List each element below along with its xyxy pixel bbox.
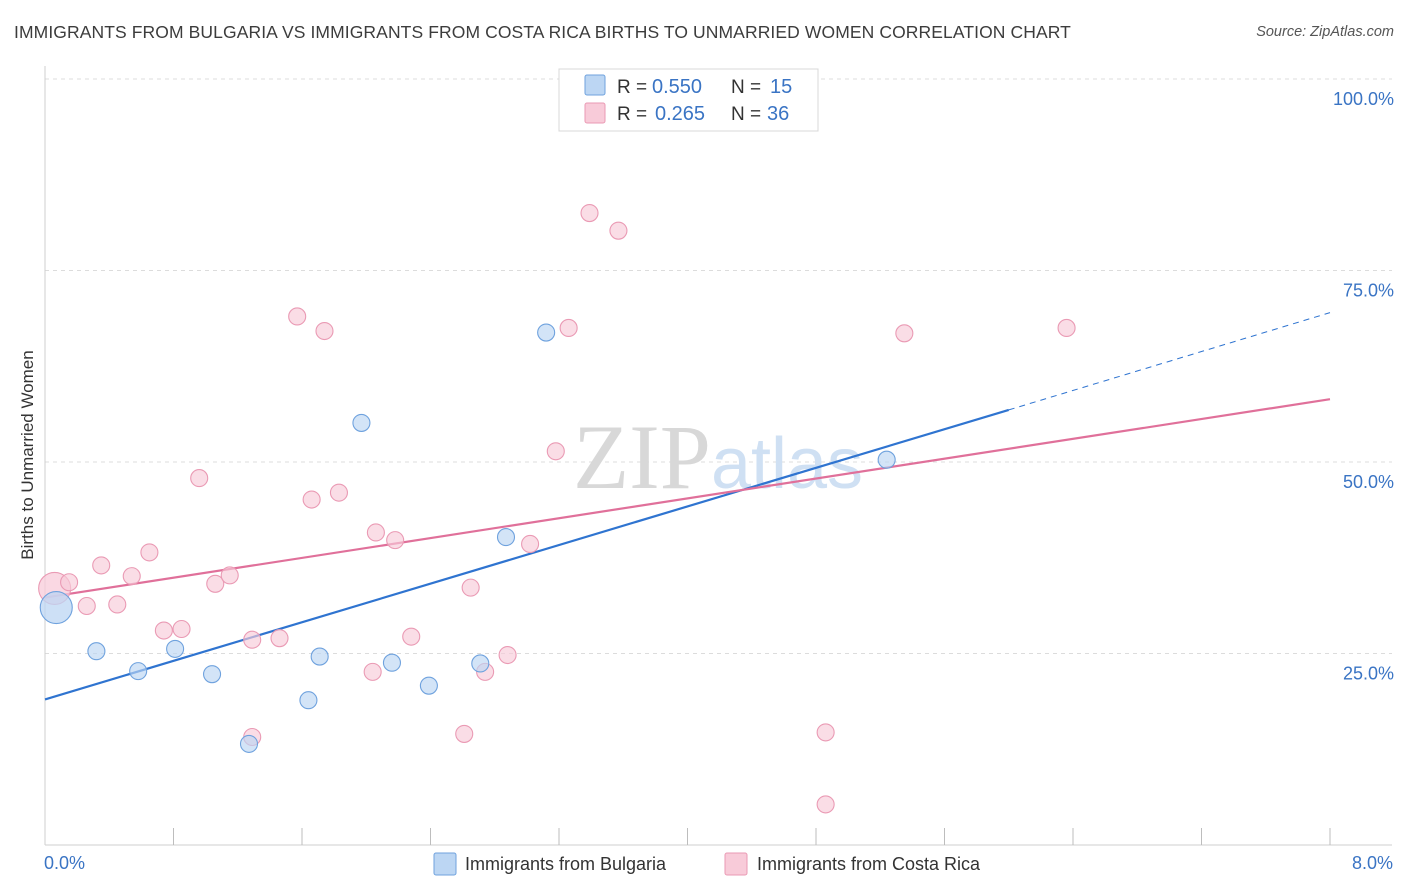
point-bulgaria-6 <box>299 691 318 710</box>
legend-swatch-bulgaria <box>433 852 457 876</box>
stats-n-value-costa-rica: 36 <box>767 103 789 125</box>
point-costa-rica-24 <box>461 578 480 597</box>
point-bulgaria-9 <box>382 653 402 672</box>
stats-r-label-costa-rica: R = <box>617 104 647 125</box>
point-costa-rica-30 <box>580 204 599 223</box>
stats-r-value-bulgaria: 0.550 <box>652 76 702 98</box>
point-costa-rica-13 <box>243 630 262 649</box>
point-costa-rica-15 <box>288 307 307 326</box>
point-costa-rica-29 <box>559 318 578 338</box>
point-costa-rica-17 <box>315 321 334 341</box>
x-tick-labels: 0.0% 8.0% <box>44 853 1393 873</box>
y-tick-label-1: 50.0% <box>1343 472 1394 492</box>
point-bulgaria-13 <box>537 323 556 342</box>
point-costa-rica-10 <box>206 574 225 593</box>
point-costa-rica-1 <box>60 573 79 592</box>
legend: Immigrants from Bulgaria Immigrants from… <box>433 852 981 876</box>
point-costa-rica-20 <box>366 523 385 542</box>
chart-title: IMMIGRANTS FROM BULGARIA VS IMMIGRANTS F… <box>14 22 1071 42</box>
point-bulgaria-3 <box>166 639 185 658</box>
point-costa-rica-14 <box>270 629 289 648</box>
source-credit: Source: ZipAtlas.com <box>1256 24 1394 40</box>
axes <box>44 66 1392 846</box>
y-tick-label-0: 25.0% <box>1343 664 1394 684</box>
stats-swatch-bulgaria <box>584 74 606 96</box>
point-bulgaria-4 <box>203 665 222 684</box>
trend-line-1 <box>44 398 1331 599</box>
x-tick-label-min: 0.0% <box>44 853 85 873</box>
point-bulgaria-0 <box>39 590 73 625</box>
point-bulgaria-1 <box>87 642 106 661</box>
point-bulgaria-10 <box>419 676 438 695</box>
point-costa-rica-11 <box>220 566 239 585</box>
point-costa-rica-23 <box>455 724 474 743</box>
y-tick-labels: 25.0% 50.0% 75.0% 100.0% <box>1333 89 1394 684</box>
point-bulgaria-11 <box>471 654 490 673</box>
point-costa-rica-16 <box>302 490 321 509</box>
y-tick-label-2: 75.0% <box>1343 281 1394 301</box>
trend-line-extension-0 <box>1008 312 1331 411</box>
legend-label-bulgaria: Immigrants from Bulgaria <box>465 854 667 874</box>
trend-lines <box>44 312 1331 701</box>
point-costa-rica-27 <box>521 534 540 554</box>
y-tick-label-3: 100.0% <box>1333 89 1394 109</box>
point-costa-rica-28 <box>546 442 565 461</box>
point-bulgaria-5 <box>239 734 259 753</box>
point-costa-rica-35 <box>1057 318 1076 338</box>
point-costa-rica-7 <box>154 621 173 640</box>
point-costa-rica-32 <box>816 723 835 742</box>
point-bulgaria-14 <box>877 450 896 469</box>
stats-swatch-costa-rica <box>584 102 606 124</box>
point-costa-rica-31 <box>609 221 628 240</box>
point-costa-rica-26 <box>498 645 517 665</box>
point-costa-rica-3 <box>92 556 111 575</box>
point-costa-rica-21 <box>386 531 405 550</box>
stats-r-label-bulgaria: R = <box>617 77 647 98</box>
point-costa-rica-34 <box>895 324 914 343</box>
stats-n-value-bulgaria: 15 <box>770 76 792 98</box>
point-costa-rica-33 <box>816 795 835 814</box>
point-costa-rica-9 <box>190 469 209 488</box>
stats-n-label-bulgaria: N = <box>731 77 761 98</box>
point-bulgaria-12 <box>496 528 516 547</box>
stats-r-value-costa-rica: 0.265 <box>655 103 705 125</box>
point-bulgaria-7 <box>310 647 329 666</box>
point-costa-rica-19 <box>363 662 382 681</box>
point-costa-rica-5 <box>122 567 141 586</box>
legend-swatch-costa-rica <box>724 852 748 876</box>
point-costa-rica-4 <box>108 595 127 614</box>
gridlines <box>45 78 1392 654</box>
point-costa-rica-2 <box>77 596 96 616</box>
trend-line-0 <box>44 408 1010 701</box>
point-costa-rica-18 <box>329 483 348 502</box>
point-costa-rica-22 <box>402 627 421 646</box>
point-costa-rica-8 <box>172 619 191 639</box>
stats-n-label-costa-rica: N = <box>731 104 761 125</box>
point-costa-rica-6 <box>140 543 159 562</box>
stats-box: R = 0.550 N = 15 R = 0.265 N = 36 <box>558 68 819 132</box>
point-bulgaria-2 <box>129 662 148 681</box>
data-points <box>38 204 1076 814</box>
legend-label-costa-rica: Immigrants from Costa Rica <box>757 854 981 874</box>
watermark-zip: ZIP <box>573 406 711 508</box>
x-tick-label-max: 8.0% <box>1352 853 1393 873</box>
point-bulgaria-8 <box>352 413 371 432</box>
